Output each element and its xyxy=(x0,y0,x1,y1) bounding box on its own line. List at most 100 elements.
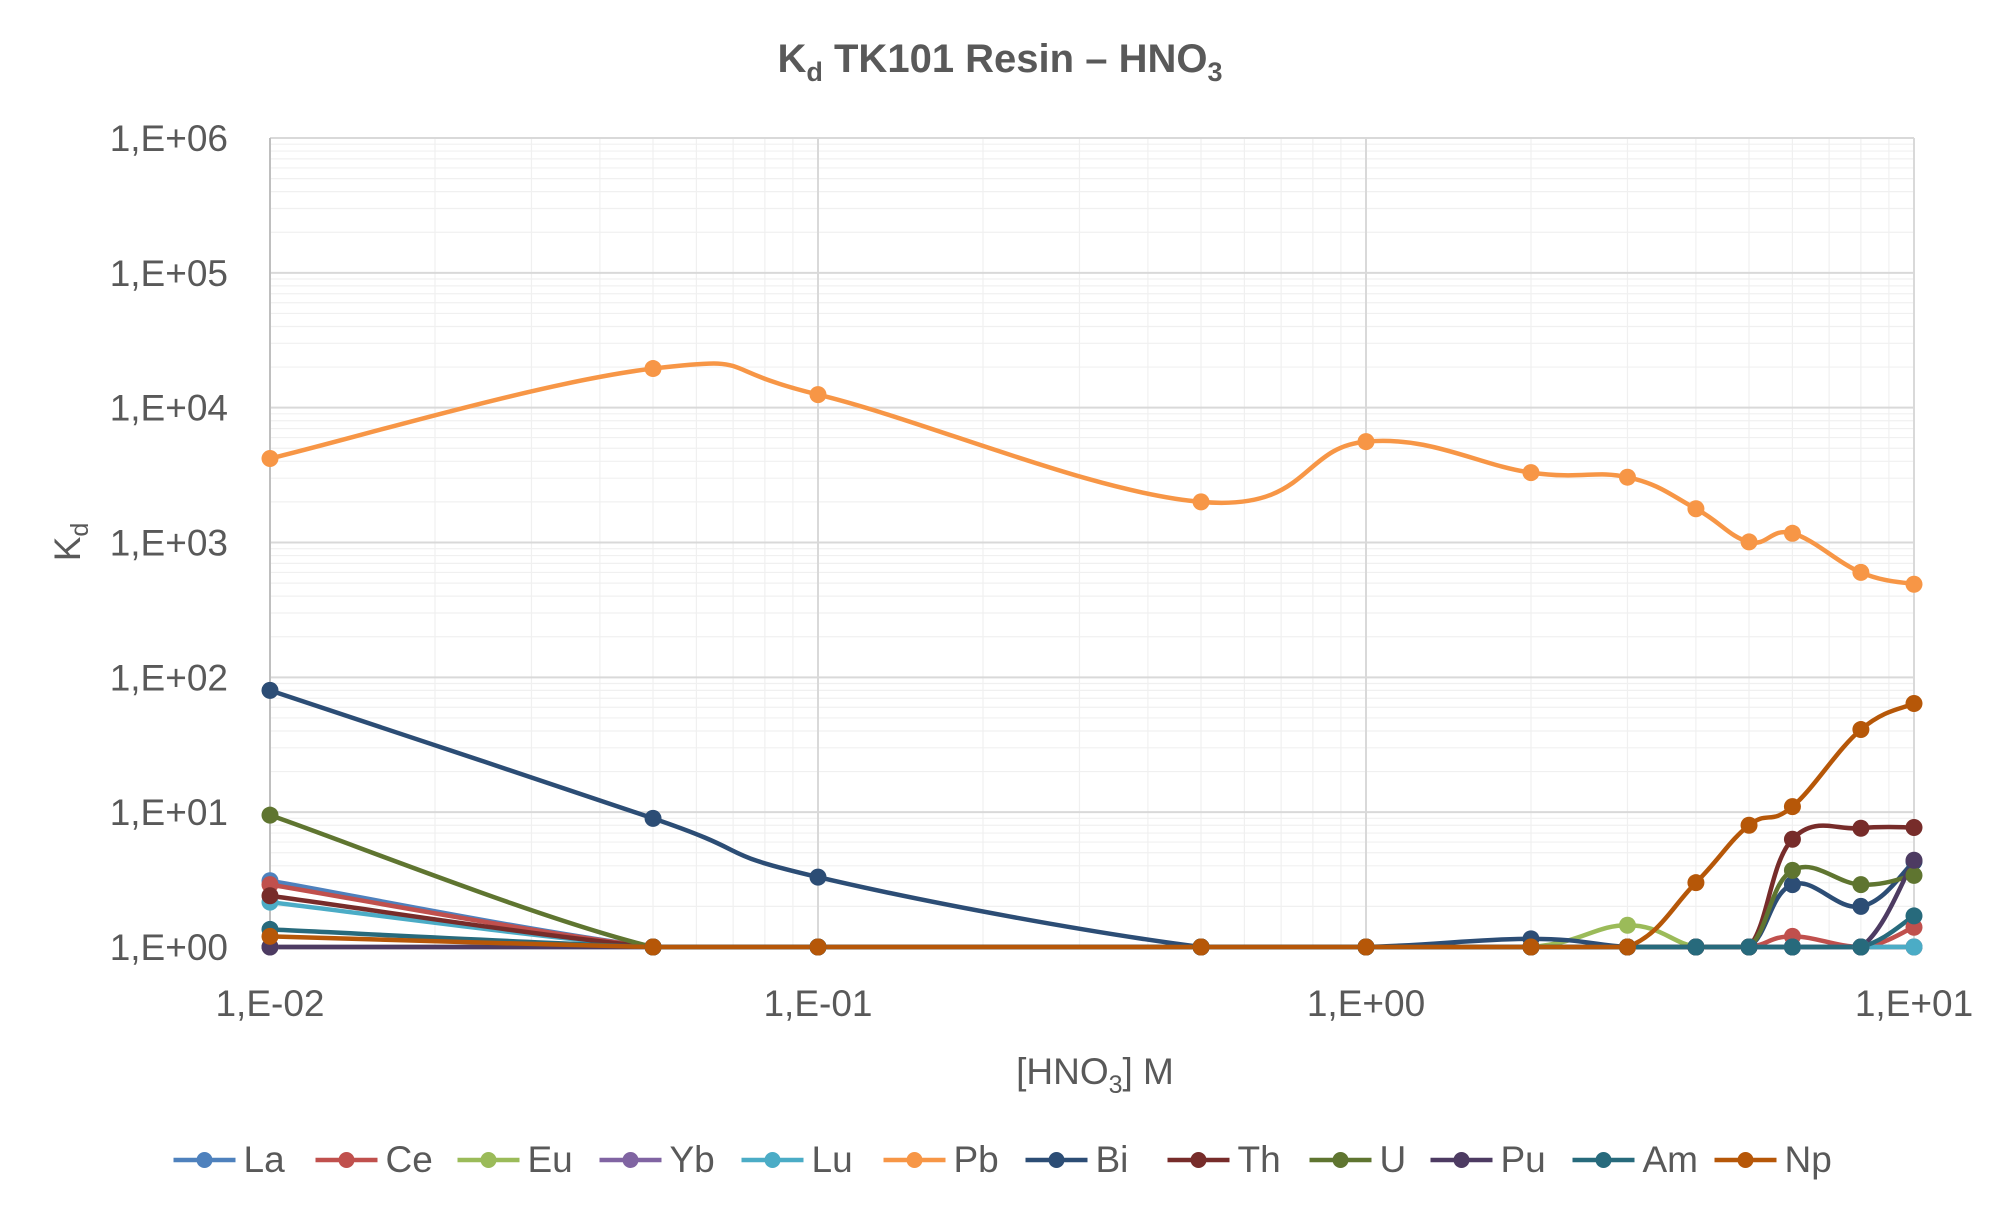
data-point-th xyxy=(1905,818,1923,836)
y-tick-label: 1,E+04 xyxy=(110,388,228,429)
data-point-np xyxy=(1522,938,1540,956)
legend-label-la: La xyxy=(244,1139,286,1180)
data-point-pb xyxy=(1905,575,1923,593)
legend-item-pb: Pb xyxy=(883,1139,999,1180)
legend-label-u: U xyxy=(1380,1139,1407,1180)
series-points xyxy=(261,360,1923,956)
y-tick-label: 1,E+02 xyxy=(110,657,228,698)
data-point-eu xyxy=(1618,916,1636,934)
data-point-am xyxy=(1852,938,1870,956)
series-points-pb xyxy=(261,360,1923,593)
data-point-np xyxy=(1740,816,1758,834)
legend-marker-pu xyxy=(1453,1152,1470,1168)
x-axis-ticks: 1,E-02 1,E-01 1,E+00 1,E+01 xyxy=(215,983,1973,1024)
legend-marker-u xyxy=(1332,1152,1349,1168)
data-point-th xyxy=(261,887,279,905)
chart-legend: La Ce Eu Yb Lu Pb Bi Th U Pu Am Np xyxy=(173,1139,1832,1180)
legend-item-pu: Pu xyxy=(1430,1139,1546,1180)
legend-marker-yb xyxy=(622,1152,639,1168)
data-point-np xyxy=(1618,938,1636,956)
legend-label-eu: Eu xyxy=(528,1139,573,1180)
data-point-pb xyxy=(1783,524,1801,542)
y-tick-label: 1,E+00 xyxy=(110,927,228,968)
data-point-np xyxy=(1905,694,1923,712)
x-tick-label: 1,E+01 xyxy=(1855,983,1973,1024)
data-point-pb xyxy=(1192,493,1210,511)
y-tick-label: 1,E+03 xyxy=(110,523,228,564)
legend-label-ce: Ce xyxy=(386,1139,433,1180)
data-point-u xyxy=(1852,876,1870,894)
legend-item-lu: Lu xyxy=(741,1139,853,1180)
legend-item-eu: Eu xyxy=(457,1139,573,1180)
data-point-bi xyxy=(1783,876,1801,894)
data-point-pb xyxy=(1357,433,1375,451)
y-tick-label: 1,E+05 xyxy=(110,253,228,294)
data-point-am xyxy=(1783,938,1801,956)
data-point-pu xyxy=(1905,851,1923,869)
legend-marker-lu xyxy=(764,1152,781,1168)
data-point-pb xyxy=(1740,533,1758,551)
data-point-lu xyxy=(1905,938,1923,956)
legend-item-la: La xyxy=(173,1139,286,1180)
legend-item-ce: Ce xyxy=(315,1139,433,1180)
legend-marker-pb xyxy=(906,1152,923,1168)
legend-label-bi: Bi xyxy=(1096,1139,1129,1180)
data-point-u xyxy=(261,806,279,824)
data-point-bi xyxy=(644,809,662,827)
data-point-u xyxy=(1905,866,1923,884)
data-point-am xyxy=(1687,938,1705,956)
legend-marker-bi xyxy=(1048,1152,1065,1168)
y-tick-label: 1,E+01 xyxy=(110,792,228,833)
legend-marker-th xyxy=(1190,1152,1207,1168)
data-point-np xyxy=(1852,721,1870,739)
data-point-th xyxy=(1852,819,1870,837)
data-point-np xyxy=(809,938,827,956)
y-tick-label: 1,E+06 xyxy=(110,118,228,159)
legend-label-am: Am xyxy=(1643,1139,1699,1180)
legend-item-u: U xyxy=(1309,1139,1407,1180)
data-point-bi xyxy=(1852,897,1870,915)
legend-marker-np xyxy=(1737,1152,1754,1168)
data-point-bi xyxy=(261,681,279,699)
data-point-pb xyxy=(261,449,279,467)
legend-marker-la xyxy=(196,1152,213,1168)
data-point-np xyxy=(1357,938,1375,956)
chart-title: Kd TK101 Resin – HNO3 xyxy=(777,37,1222,87)
data-point-pb xyxy=(1852,563,1870,581)
data-point-bi xyxy=(809,868,827,886)
data-point-pb xyxy=(809,386,827,404)
legend-label-yb: Yb xyxy=(670,1139,715,1180)
legend-label-th: Th xyxy=(1238,1139,1281,1180)
data-point-pb xyxy=(644,360,662,378)
x-tick-label: 1,E+00 xyxy=(1307,983,1425,1024)
data-point-np xyxy=(261,927,279,945)
data-point-th xyxy=(1783,830,1801,848)
plot-grid xyxy=(269,137,1915,948)
x-axis-title: [HNO3] M xyxy=(1016,1051,1174,1099)
data-point-np xyxy=(644,938,662,956)
legend-label-pb: Pb xyxy=(954,1139,999,1180)
data-point-np xyxy=(1783,798,1801,816)
data-point-np xyxy=(1192,938,1210,956)
data-point-u xyxy=(1783,861,1801,879)
legend-label-lu: Lu xyxy=(812,1139,853,1180)
legend-item-th: Th xyxy=(1167,1139,1281,1180)
legend-item-np: Np xyxy=(1714,1139,1832,1180)
y-axis-ticks: 1,E+00 1,E+01 1,E+02 1,E+03 1,E+04 1,E+05 1,E+… xyxy=(110,118,228,968)
legend-item-bi: Bi xyxy=(1025,1139,1129,1180)
data-point-am xyxy=(1740,938,1758,956)
data-point-am xyxy=(1905,907,1923,925)
data-point-pb xyxy=(1618,468,1636,486)
series-points-np xyxy=(261,694,1923,956)
legend-label-pu: Pu xyxy=(1501,1139,1546,1180)
legend-item-yb: Yb xyxy=(599,1139,715,1180)
series-line-np xyxy=(267,701,1917,950)
data-point-pb xyxy=(1522,464,1540,482)
legend-marker-ce xyxy=(338,1152,355,1168)
y-axis-title: Kd xyxy=(47,523,94,562)
legend-item-am: Am xyxy=(1572,1139,1699,1180)
x-tick-label: 1,E-02 xyxy=(215,983,324,1024)
x-tick-label: 1,E-01 xyxy=(763,983,872,1024)
legend-marker-eu xyxy=(480,1152,497,1168)
legend-marker-am xyxy=(1595,1152,1612,1168)
